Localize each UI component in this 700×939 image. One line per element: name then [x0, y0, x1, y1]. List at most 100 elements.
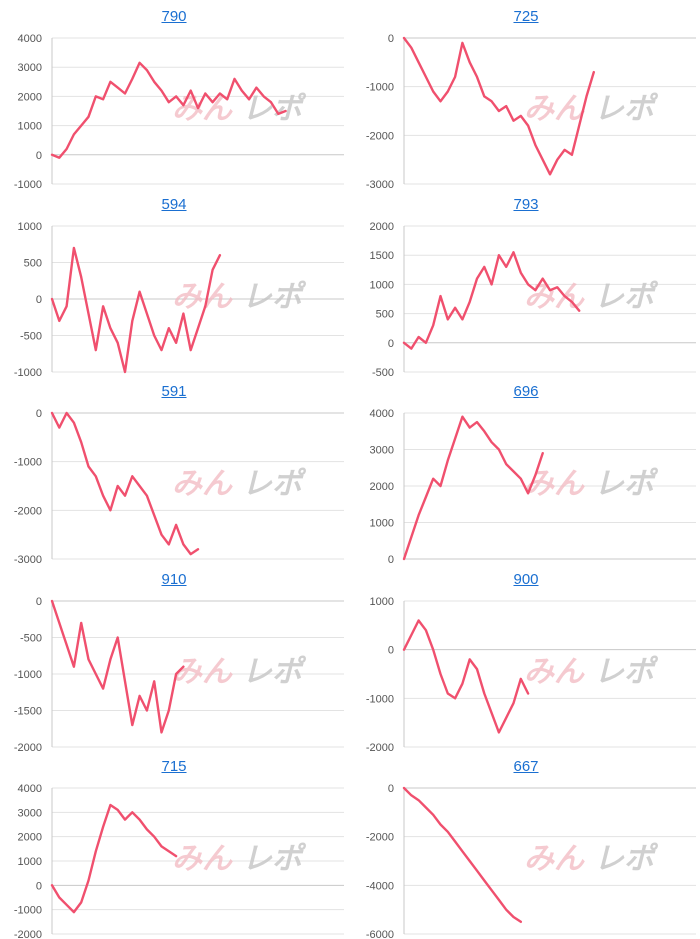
chart-title-link[interactable]: 696: [513, 383, 539, 400]
y-tick-label: 0: [36, 294, 42, 306]
chart-panel-725: 725 -3000 -2000 -1000 0 みん レポ: [352, 8, 700, 188]
y-tick-label: 0: [36, 880, 42, 892]
y-tick-label: -2000: [14, 505, 42, 517]
chart-title-link[interactable]: 910: [161, 570, 187, 588]
y-tick-label: 2000: [370, 481, 394, 493]
watermark-logo: みん: [172, 654, 233, 689]
y-tick-label: 3000: [18, 62, 42, 74]
y-tick-label: -1000: [366, 82, 394, 94]
y-tick-label: 1000: [370, 279, 394, 291]
watermark-logo: みん: [172, 841, 233, 876]
chart-title-link[interactable]: 793: [513, 195, 539, 213]
chart-canvas: -1000 -500 0 500 1000 みん レポ: [14, 221, 344, 376]
y-tick-label: 0: [36, 408, 42, 420]
y-tick-label: 4000: [370, 408, 394, 420]
watermark-logo-2: レポ: [594, 654, 659, 689]
y-tick-label: -1000: [14, 905, 42, 917]
y-tick-label: 1000: [370, 518, 394, 530]
y-tick-label: 1000: [18, 121, 42, 133]
chart-panel-696: 696 0 1000 2000 3000 4000 みん レポ: [352, 383, 700, 563]
watermark-logo: みん: [524, 91, 585, 126]
series-line: [402, 415, 544, 561]
watermark-logo-2: レポ: [594, 841, 659, 876]
y-tick-label: -500: [20, 632, 42, 644]
chart-panel-715: 715 -2000 -1000 0 1000 2000 3000 4000 みん レポ: [0, 758, 348, 938]
y-tick-label: 1500: [370, 250, 394, 262]
chart-title-link[interactable]: 594: [161, 195, 187, 213]
chart-panel-790: 790 -1000 0 1000 2000 3000 4000 みん レポ: [0, 8, 348, 188]
chart-panel-793: 793 -500 0 500 1000 1500 2000 みん レポ: [352, 196, 700, 376]
y-tick-label: 2000: [370, 221, 394, 233]
y-tick-label: -4000: [366, 880, 394, 892]
chart-canvas: -2000 -1000 0 1000 2000 3000 4000 みん レポ: [14, 783, 344, 938]
chart-canvas: -2000 -1500 -1000 -500 0 みん レポ: [14, 596, 344, 751]
chart-panel-591: 591 -3000 -2000 -1000 0 みん レポ: [0, 383, 348, 563]
series-line: [50, 246, 222, 373]
watermark-logo: みん: [524, 841, 585, 876]
y-tick-label: 0: [388, 783, 394, 795]
watermark-logo-2: レポ: [242, 279, 307, 314]
y-tick-label: -1000: [14, 367, 42, 376]
y-tick-label: -1000: [14, 179, 42, 188]
watermark-logo: みん: [172, 466, 233, 501]
chart-title-link[interactable]: 715: [161, 758, 187, 775]
y-tick-label: 4000: [18, 783, 42, 795]
y-tick-label: 1000: [18, 856, 42, 868]
y-tick-label: 1000: [18, 221, 42, 233]
chart-panel-667: 667 -6000 -4000 -2000 0 みん レポ: [352, 758, 700, 938]
y-tick-label: -1000: [14, 457, 42, 469]
series-line: [50, 803, 178, 914]
y-tick-label: -3000: [366, 179, 394, 188]
y-tick-label: 0: [36, 150, 42, 162]
y-tick-label: 0: [388, 33, 394, 45]
y-tick-label: 0: [36, 596, 42, 608]
watermark-logo-2: レポ: [594, 91, 659, 126]
y-tick-label: 0: [388, 644, 394, 656]
chart-canvas: -3000 -2000 -1000 0 みん レポ: [366, 33, 696, 188]
chart-title-link[interactable]: 591: [161, 383, 187, 400]
series-line: [402, 250, 581, 350]
y-tick-label: 2000: [18, 832, 42, 844]
watermark-logo-2: レポ: [242, 654, 307, 689]
chart-title-link[interactable]: 725: [513, 8, 539, 25]
y-tick-label: 0: [388, 337, 394, 349]
series-line: [402, 36, 596, 176]
y-tick-label: 1000: [370, 596, 394, 608]
y-tick-label: -6000: [366, 929, 394, 938]
y-tick-label: -2000: [366, 742, 394, 751]
watermark-logo: みん: [524, 279, 585, 314]
series-line: [50, 61, 287, 159]
chart-panel-910: 910 -2000 -1500 -1000 -500 0 みん レポ: [0, 571, 348, 751]
chart-panel-594: 594 -1000 -500 0 500 1000 みん レポ: [0, 196, 348, 376]
y-tick-label: -2000: [14, 742, 42, 751]
y-tick-label: -500: [20, 330, 42, 342]
chart-title-link[interactable]: 790: [161, 8, 187, 25]
watermark-logo-2: レポ: [242, 841, 307, 876]
watermark-logo: みん: [524, 466, 585, 501]
chart-canvas: -2000 -1000 0 1000 みん レポ: [366, 596, 696, 751]
y-tick-label: -3000: [14, 554, 42, 563]
y-tick-label: 3000: [18, 807, 42, 819]
chart-panel-900: 900 -2000 -1000 0 1000 みん レポ: [352, 571, 700, 751]
watermark-logo: みん: [172, 279, 233, 314]
chart-title-link[interactable]: 900: [513, 570, 539, 588]
y-tick-label: -2000: [366, 130, 394, 142]
y-tick-label: 500: [376, 308, 394, 320]
chart-canvas: -500 0 500 1000 1500 2000 みん レポ: [370, 221, 696, 376]
chart-canvas: -3000 -2000 -1000 0 みん レポ: [14, 408, 344, 563]
series-line: [402, 786, 523, 924]
watermark-logo-2: レポ: [594, 466, 659, 501]
y-tick-label: -1000: [366, 693, 394, 705]
watermark-logo: みん: [524, 654, 585, 689]
chart-canvas: 0 1000 2000 3000 4000 みん レポ: [370, 408, 696, 563]
watermark-logo-2: レポ: [594, 279, 659, 314]
series-line: [50, 411, 200, 556]
series-line: [402, 618, 530, 734]
y-tick-label: -2000: [366, 832, 394, 844]
chart-canvas: -6000 -4000 -2000 0 みん レポ: [366, 783, 696, 938]
y-tick-label: -1500: [14, 705, 42, 717]
y-tick-label: 0: [388, 554, 394, 563]
y-tick-label: -2000: [14, 929, 42, 938]
chart-title-link[interactable]: 667: [513, 758, 539, 775]
